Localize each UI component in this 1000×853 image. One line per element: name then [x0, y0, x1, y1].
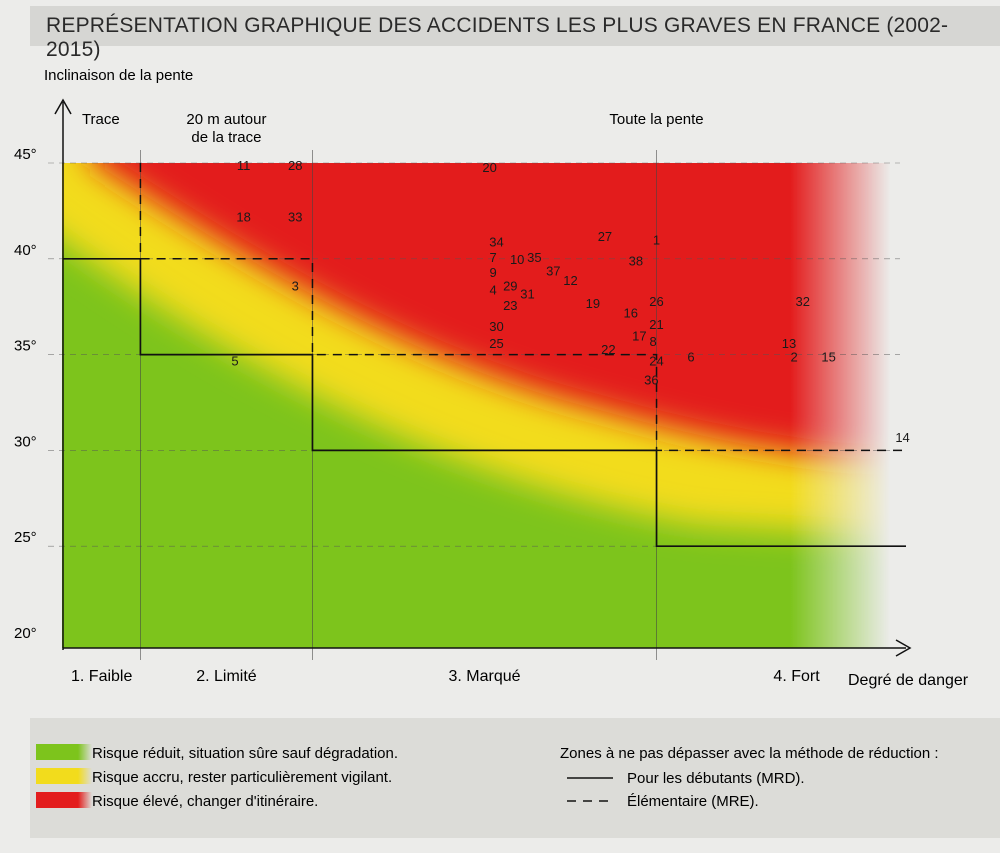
- accident-point: 35: [527, 250, 541, 265]
- zone-header: 20 m autour: [186, 111, 266, 128]
- x-axis-label: Degré de danger: [848, 672, 969, 689]
- axes: [54, 98, 912, 657]
- title-bar: [30, 6, 1000, 46]
- accident-point: 11: [237, 158, 251, 173]
- accident-point: 5: [231, 353, 238, 368]
- accident-point: 12: [563, 273, 577, 288]
- zone-header: Trace: [82, 111, 120, 128]
- y-axis-arrow-icon: [54, 98, 72, 115]
- accident-point: 16: [624, 305, 638, 320]
- accident-point: 15: [821, 350, 835, 365]
- risk-gradient: [62, 163, 902, 648]
- accident-point: 17: [632, 328, 646, 343]
- accident-point: 10: [510, 252, 524, 267]
- y-tick-label: 40°: [14, 242, 37, 259]
- accident-point: 28: [288, 158, 302, 173]
- x-category-labels: 1. Faible 2. Limité 3. Marqué 4. Fort: [71, 668, 820, 685]
- y-tick-label: 45°: [14, 146, 37, 163]
- y-tick-label: 25°: [14, 529, 37, 546]
- accident-point: 7: [489, 250, 496, 265]
- zone-header: Toute la pente: [609, 111, 703, 128]
- accident-point: 27: [598, 229, 612, 244]
- accident-point: 24: [649, 353, 663, 368]
- limit-line-mrd: [63, 257, 906, 548]
- accident-points: 123 45 67891011121314151617181920212223242…: [231, 158, 909, 445]
- x-category-label: 4. Fort: [773, 668, 820, 685]
- y-tick-label: 20°: [14, 625, 37, 642]
- accident-point: 8: [649, 334, 656, 349]
- accident-risk-chart: Inclinaison de la pente Degré de danger …: [14, 67, 969, 689]
- y-tick-label: 30°: [14, 433, 37, 450]
- accident-point: 33: [288, 210, 302, 225]
- accident-point: 2: [791, 350, 798, 365]
- x-axis-arrow-icon: [895, 639, 912, 657]
- accident-point: 37: [546, 263, 560, 278]
- accident-point: 32: [796, 294, 810, 309]
- accident-point: 38: [629, 254, 643, 269]
- accident-point: 31: [520, 286, 534, 301]
- y-axis-label: Inclinaison de la pente: [44, 67, 193, 84]
- accident-point: 29: [503, 279, 517, 294]
- x-category-label: 2. Limité: [196, 668, 257, 685]
- x-category-label: 3. Marqué: [448, 668, 520, 685]
- accident-point: 6: [687, 350, 694, 365]
- accident-point: 23: [503, 298, 517, 313]
- accident-point: 4: [489, 282, 496, 297]
- accident-point: 14: [895, 430, 909, 445]
- risk-zone-red: [94, 163, 902, 461]
- page-title: REPRÉSENTATION GRAPHIQUE DES ACCIDENTS L…: [46, 14, 949, 61]
- limit-line-mre: [139, 163, 906, 452]
- accident-point: 18: [236, 210, 250, 225]
- legend-panel: [30, 718, 1000, 838]
- accident-point: 25: [489, 336, 503, 351]
- accident-point: 34: [489, 235, 503, 250]
- accident-point: 9: [489, 265, 496, 280]
- accident-point: 26: [649, 294, 663, 309]
- limit-lines: [63, 163, 906, 548]
- accident-point: 3: [292, 279, 299, 294]
- accident-point: 22: [601, 342, 615, 357]
- accident-point: 30: [489, 319, 503, 334]
- accident-point: 1: [653, 233, 660, 248]
- zone-header: de la trace: [191, 129, 261, 146]
- accident-point: 36: [644, 373, 658, 388]
- y-tick-label: 35°: [14, 338, 37, 355]
- accident-point: 21: [649, 317, 663, 332]
- x-category-label: 1. Faible: [71, 668, 132, 685]
- accident-point: 19: [586, 296, 600, 311]
- accident-point: 20: [482, 160, 496, 175]
- accident-point: 13: [782, 336, 796, 351]
- y-tick-labels: 20° 25° 30° 35° 40° 45°: [14, 146, 37, 642]
